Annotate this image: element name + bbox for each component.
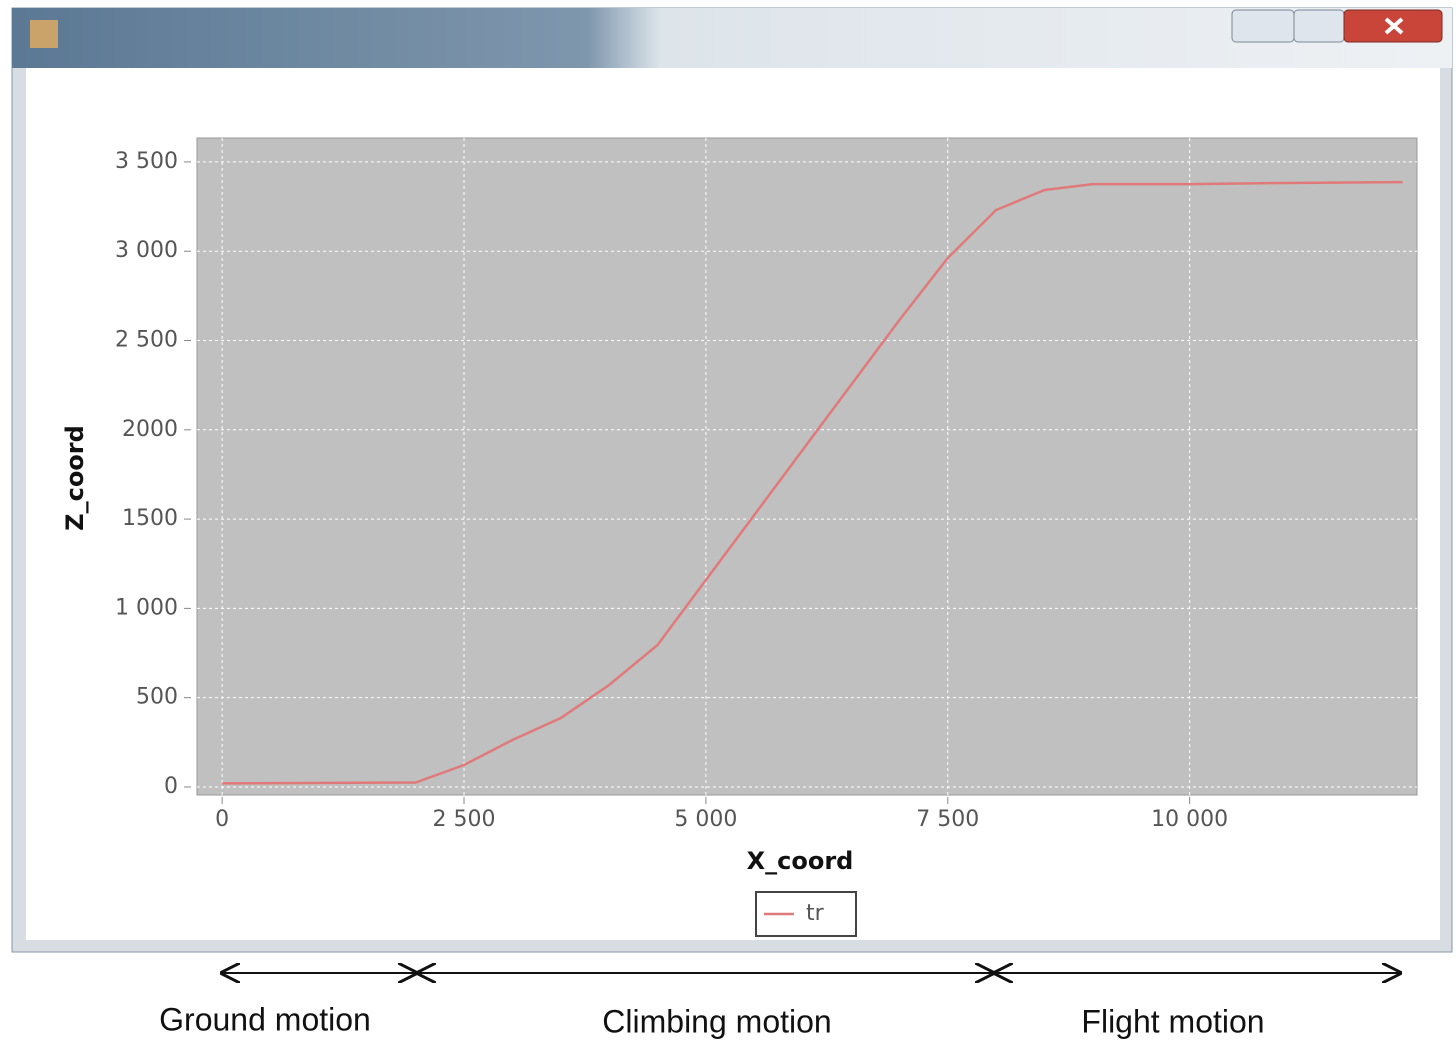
minimize-button[interactable]: [1232, 10, 1294, 42]
screenshot: X_coord Z_coord tr Ground motion Climbin…: [0, 0, 1456, 1042]
x-tick-label: 5 000: [674, 807, 737, 832]
y-tick-label: 0: [164, 774, 178, 799]
y-tick-label: 3 000: [115, 238, 178, 263]
x-tick-label: 10 000: [1151, 807, 1228, 832]
y-tick-label: 500: [136, 685, 178, 710]
phase-label: Ground motion: [159, 1001, 371, 1037]
x-tick-label: 2 500: [433, 807, 496, 832]
legend-label: tr: [806, 901, 825, 926]
x-axis-title: X_coord: [747, 847, 854, 875]
y-tick-label: 2000: [122, 417, 178, 442]
y-tick-label: 1500: [122, 506, 178, 531]
y-tick-label: 2 500: [115, 328, 178, 353]
maximize-button[interactable]: [1294, 10, 1344, 42]
plot-area: [197, 138, 1417, 795]
y-tick-label: 1 000: [115, 595, 178, 620]
app-icon: [30, 20, 58, 48]
phase-label: Flight motion: [1081, 1003, 1264, 1039]
y-tick-label: 3 500: [115, 149, 178, 174]
y-axis-title: Z_coord: [61, 425, 89, 531]
phase-label: Climbing motion: [602, 1003, 831, 1039]
x-tick-label: 7 500: [916, 807, 979, 832]
x-tick-label: 0: [215, 807, 229, 832]
